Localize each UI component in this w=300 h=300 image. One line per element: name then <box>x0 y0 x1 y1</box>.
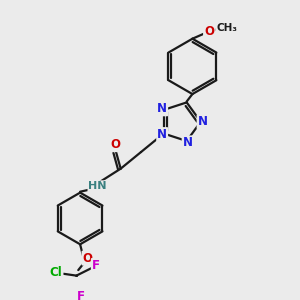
Text: N: N <box>157 102 167 116</box>
Text: N: N <box>183 136 193 149</box>
Text: Cl: Cl <box>50 266 62 279</box>
Text: N: N <box>157 128 167 141</box>
Text: N: N <box>198 115 208 128</box>
Text: O: O <box>204 25 214 38</box>
Text: CH₃: CH₃ <box>216 23 237 33</box>
Text: HN: HN <box>88 181 107 191</box>
Text: O: O <box>82 252 92 265</box>
Text: F: F <box>77 290 85 300</box>
Text: O: O <box>110 138 120 151</box>
Text: F: F <box>92 259 100 272</box>
